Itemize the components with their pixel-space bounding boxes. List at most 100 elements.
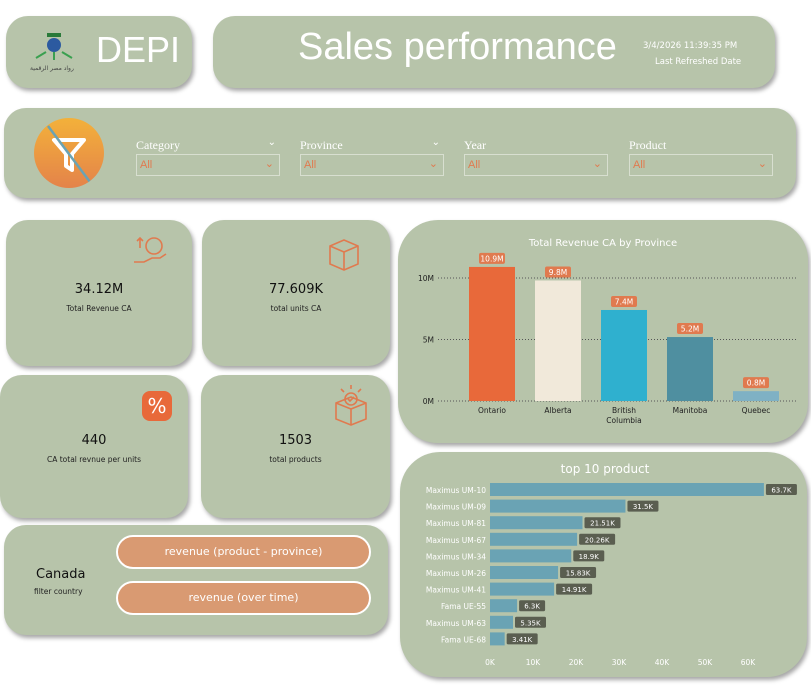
chevron-down-icon: ⌄ [428, 158, 438, 170]
x-tick-label: 50K [698, 658, 714, 667]
chevron-down-icon: ⌄ [592, 158, 602, 170]
country-panel: Canada filter country revenue (product -… [4, 525, 388, 635]
y-tick-label: Maximus UM-81 [426, 519, 486, 528]
logo-text: DEPI [96, 29, 181, 70]
data-label: 31.5K [633, 503, 654, 511]
x-tick-label: Columbia [606, 416, 641, 425]
y-tick-label: Maximus UM-63 [426, 619, 486, 628]
province-dropdown[interactable]: All ⌄ [300, 154, 444, 176]
x-tick-label: Manitoba [673, 406, 708, 415]
province-revenue-chart: Total Revenue CA by Province 0M 5M 10M 10.9M… [418, 238, 798, 425]
data-label: 63.7K [771, 487, 792, 495]
data-label-bg [515, 616, 547, 628]
category-dropdown[interactable]: All ⌄ [136, 154, 280, 176]
kpi-value: 440 [81, 433, 107, 448]
data-label: 5.35K [520, 619, 541, 627]
revenue-over-time-button[interactable]: revenue (over time) [116, 581, 371, 615]
y-tick-label: Maximus UM-09 [426, 503, 486, 512]
filter-panel: Category ⌄ All ⌄ Province ⌄ All ⌄ Year All ⌄ … [4, 108, 796, 198]
y-tick-label: 0M [423, 397, 434, 406]
chevron-down-icon: ⌄ [264, 158, 274, 170]
product-dropdown[interactable]: All ⌄ [629, 154, 773, 176]
y-tick-label: Fama UE-68 [441, 635, 486, 644]
data-label-bg [560, 567, 597, 578]
data-label-bg [743, 377, 769, 389]
revenue-product-province-button[interactable]: revenue (product - province) [116, 535, 371, 569]
product-value: All [633, 159, 646, 171]
x-tick-label: 10K [526, 658, 542, 667]
filter-off-icon [47, 125, 91, 183]
kpi-total-revenue: 34.12M Total Revenue CA [6, 220, 192, 366]
y-tick-label: Maximus UM-34 [426, 552, 486, 561]
bar [490, 599, 518, 613]
category-slicer[interactable]: Category ⌄ All ⌄ [136, 137, 280, 176]
x-tick-label: 60K [741, 658, 757, 667]
kpi-total-products: 1503 total products [201, 375, 390, 518]
x-tick-label: 0K [485, 658, 496, 667]
data-label: 21.51K [590, 520, 615, 528]
chart-title: top 10 product [561, 462, 650, 476]
province-chart-panel: Total Revenue CA by Province 0M 5M 10M 10.9M… [398, 220, 808, 443]
data-label-bg [556, 583, 593, 595]
kpi-value: 1503 [278, 433, 313, 448]
data-label-bg [627, 500, 659, 512]
kpi-revenue-per-unit: % 440 CA total revnue per units [0, 375, 188, 518]
bar [490, 582, 555, 596]
y-tick-label: Maximus UM-10 [426, 486, 486, 495]
y-tick-label: 5M [423, 336, 434, 345]
clear-filters-button[interactable] [34, 118, 104, 188]
data-label: 3.41K [512, 636, 533, 644]
data-label-bg [677, 323, 703, 335]
data-label: 15.83K [566, 570, 591, 578]
bar [490, 532, 578, 546]
last-refreshed-label: Last Refreshed Date [655, 57, 742, 67]
y-tick-label: 10M [418, 274, 434, 283]
x-tick-label: British [612, 406, 636, 415]
box-icon [329, 239, 359, 271]
province-slicer[interactable]: Province ⌄ All ⌄ [300, 137, 444, 176]
data-label: 10.9M [480, 254, 503, 263]
chart-title: Total Revenue CA by Province [528, 238, 677, 249]
data-label-bg [545, 266, 571, 278]
money-hand-icon [134, 236, 167, 263]
depi-logo-icon [35, 33, 73, 60]
x-tick-label: 30K [612, 658, 628, 667]
x-tick-label: 20K [569, 658, 585, 667]
chevron-down-icon[interactable]: ⌄ [267, 137, 276, 148]
open-box-check-icon [335, 385, 367, 426]
bar [490, 632, 505, 646]
country-value: Canada [36, 567, 86, 582]
logo-caption: رواد مصر الرقمية [30, 65, 74, 72]
year-label: Year [464, 138, 487, 152]
bar [490, 516, 583, 530]
bar [490, 549, 572, 563]
kpi-label: CA total revnue per units [46, 455, 142, 464]
data-label-bg [584, 517, 621, 529]
year-slicer[interactable]: Year All ⌄ [464, 138, 608, 176]
bar [490, 483, 764, 496]
y-tick-label: Maximus UM-67 [426, 536, 486, 545]
kpi-value: 34.12M [74, 282, 124, 297]
x-tick-label: Alberta [544, 406, 571, 415]
data-label: 5.2M [681, 325, 699, 334]
year-dropdown[interactable]: All ⌄ [464, 154, 608, 176]
data-label-bg [519, 600, 546, 612]
top-products-chart: top 10 product Maximus UM-10 63.7K Maximus … [426, 462, 797, 667]
bar [469, 266, 515, 401]
top-products-panel: top 10 product Maximus UM-10 63.7K Maximus … [400, 452, 807, 677]
logo-panel: رواد مصر الرقمية DEPI [6, 16, 192, 88]
last-refreshed-value: 3/4/2026 11:39:35 PM [643, 41, 738, 51]
product-label: Product [629, 138, 667, 152]
data-label-bg [506, 633, 538, 645]
y-tick-label: Maximus UM-26 [426, 569, 486, 578]
kpi-label: total units CA [270, 304, 322, 313]
chevron-down-icon[interactable]: ⌄ [431, 137, 440, 148]
page-title: Sales performance [298, 26, 617, 68]
data-label-bg [579, 533, 616, 545]
country-label: filter country [34, 587, 83, 596]
product-slicer[interactable]: Product All ⌄ [629, 138, 773, 176]
x-tick-label: 40K [655, 658, 671, 667]
data-label: 20.26K [585, 536, 610, 544]
percent-icon: % [142, 391, 172, 421]
bar [490, 566, 559, 579]
